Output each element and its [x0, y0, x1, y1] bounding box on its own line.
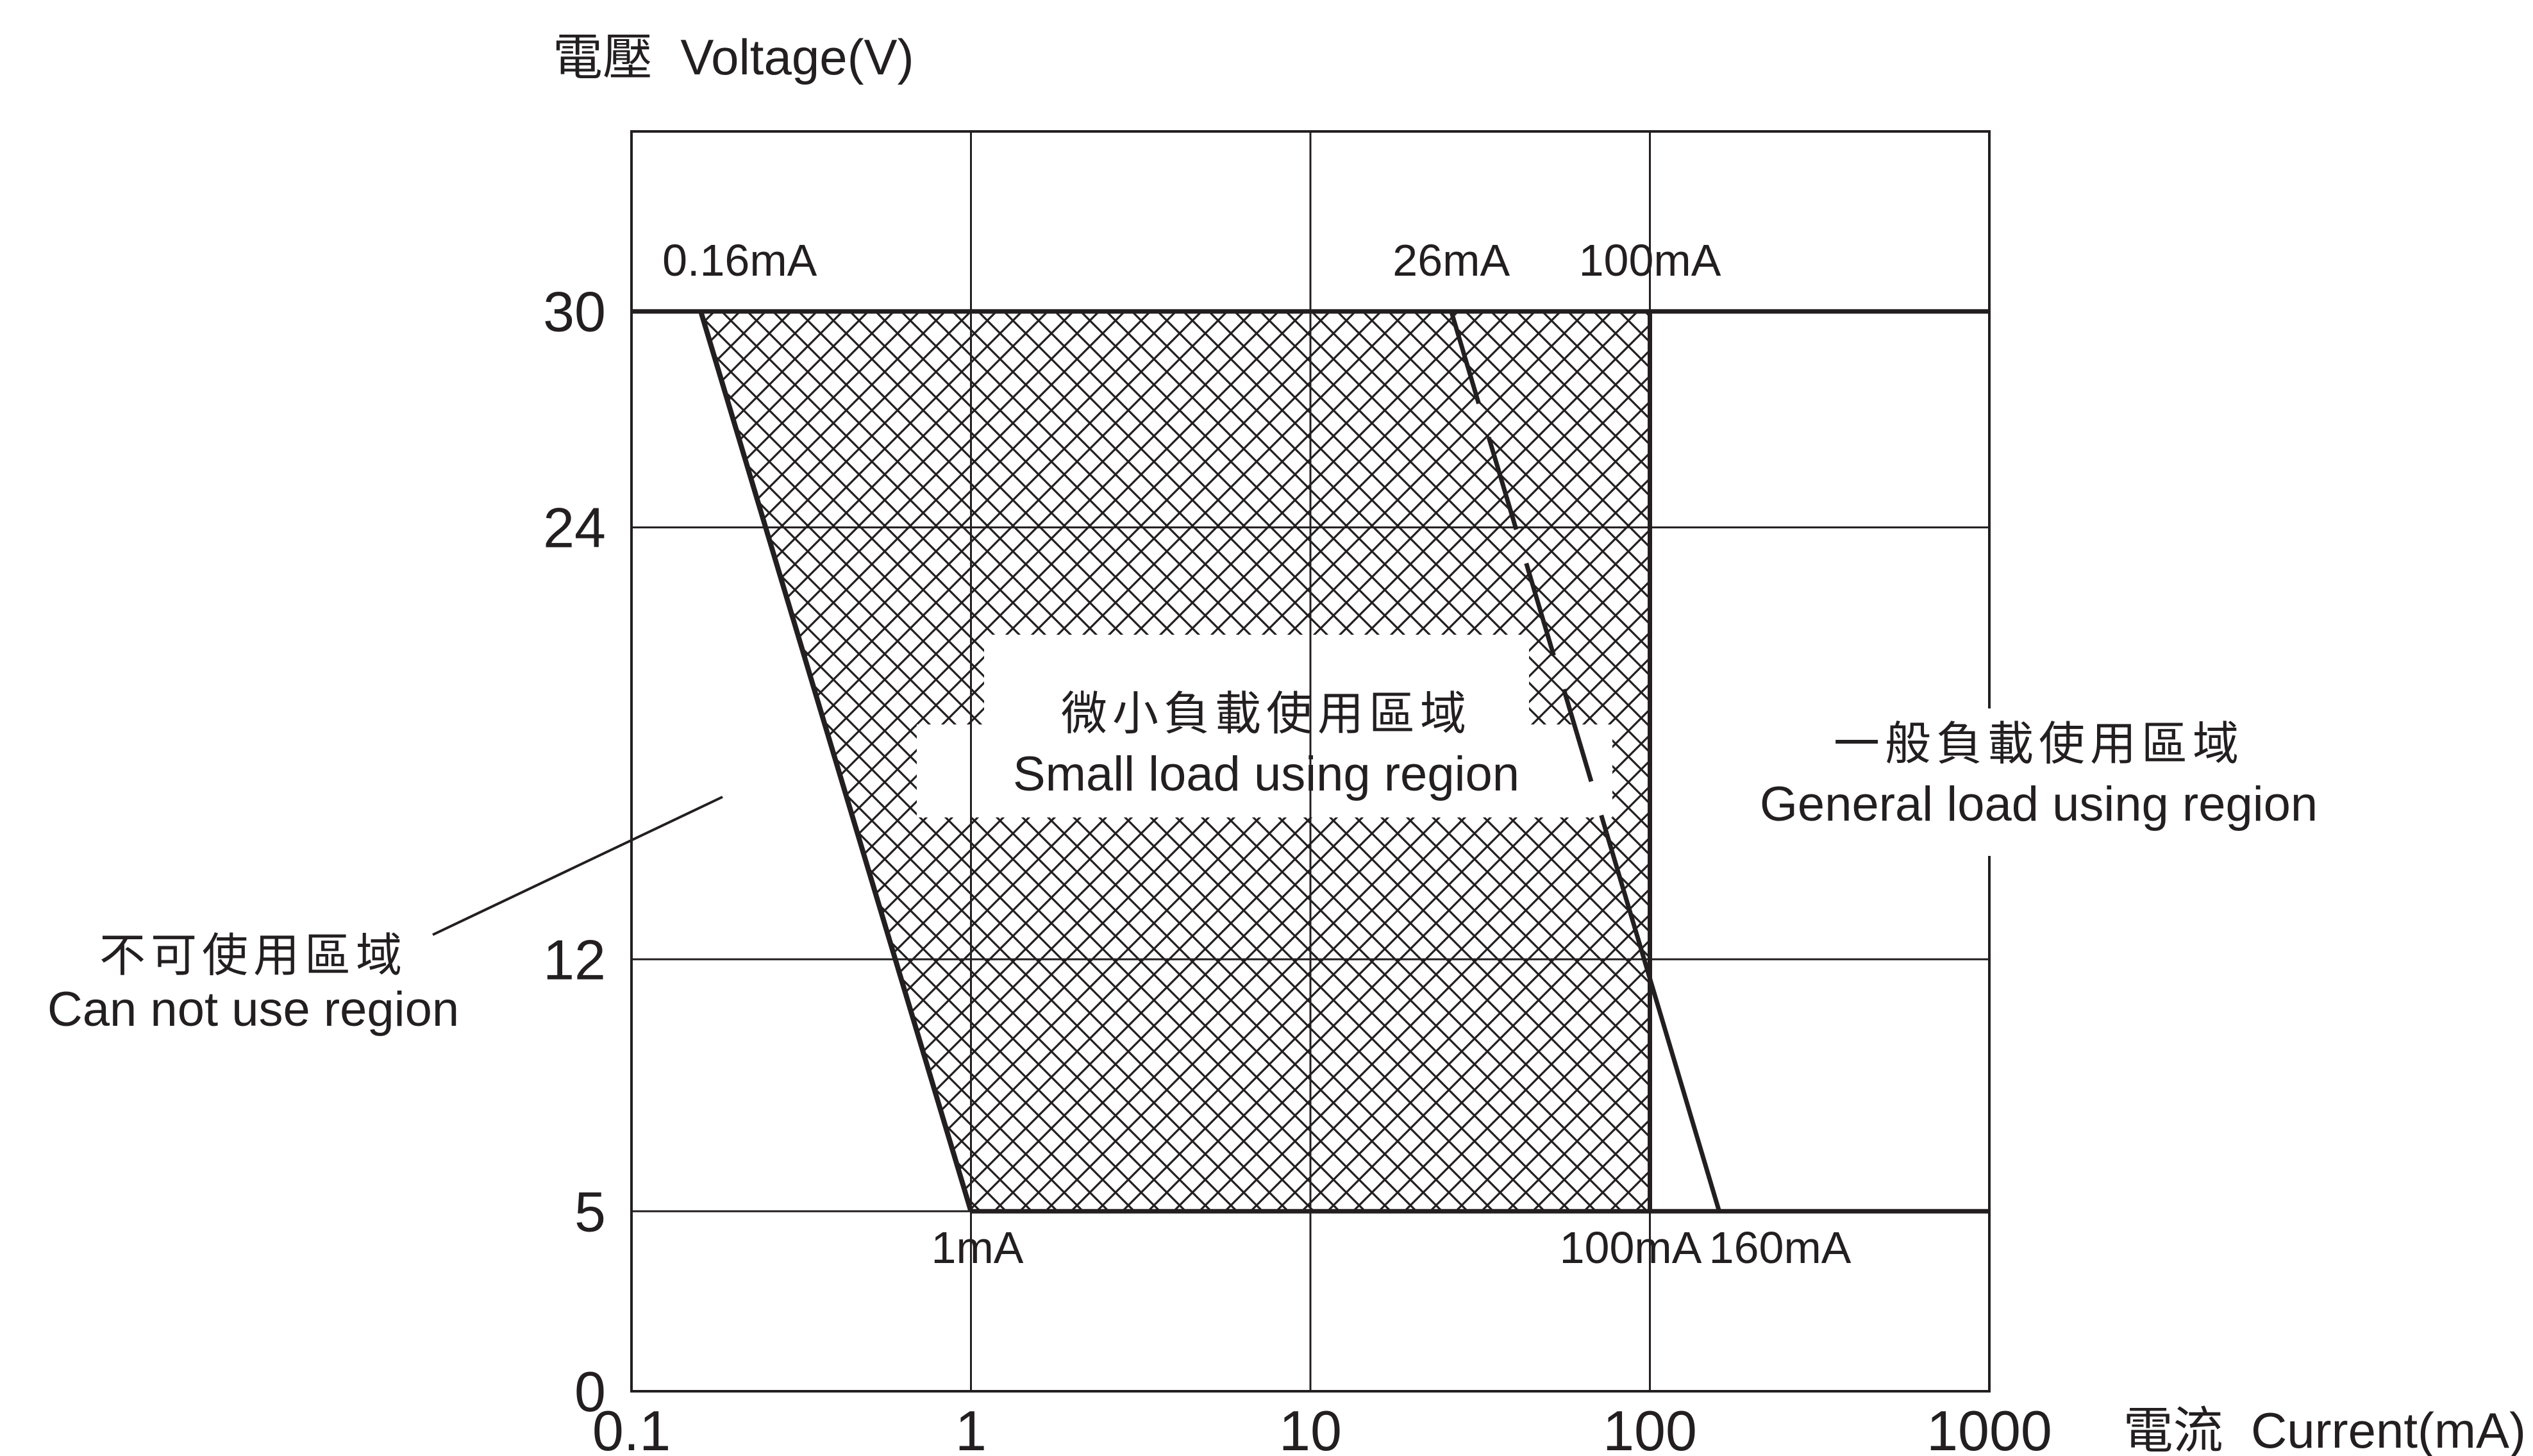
y-tick-label: 30 — [543, 280, 606, 344]
boundary-lines — [631, 309, 1989, 1214]
x-tick-label: 10 — [1279, 1399, 1342, 1456]
y-axis-title: 電壓 Voltage(V) — [553, 29, 914, 85]
annotation-top-mid: 26mA — [1392, 235, 1510, 285]
small-load-label-zh: 微小負載使用區域 — [1061, 689, 1471, 740]
x-tick-label: 0.1 — [592, 1399, 671, 1456]
y-tick-label: 0 — [574, 1360, 606, 1423]
general-load-max-line-dashed — [1449, 310, 1609, 834]
x-tick-label: 1 — [955, 1399, 987, 1456]
annotation-top-right: 100mA — [1579, 235, 1721, 285]
general-load-label-en: General load using region — [1760, 777, 2318, 832]
annotation-top-left: 0.16mA — [662, 235, 817, 285]
cannot-use-label-zh: 不可使用區域 — [99, 930, 407, 982]
x-axis-title: 電流 Current(mA) — [2123, 1402, 2526, 1456]
general-load-max-line-solid — [1604, 832, 1721, 1212]
y-tick-labels: 0 5 12 24 30 — [543, 280, 606, 1423]
y-tick-label: 12 — [543, 928, 606, 991]
annotation-bottom-left: 1mA — [932, 1223, 1024, 1273]
general-label-background — [1814, 708, 2340, 856]
y-tick-label: 24 — [543, 496, 606, 560]
min-current-line — [698, 310, 974, 1212]
y-tick-label: 5 — [574, 1180, 606, 1243]
x-tick-label: 1000 — [1927, 1399, 2052, 1456]
region-label-background — [917, 635, 1612, 817]
annotation-bottom-mid: 100mA — [1560, 1223, 1702, 1273]
x-tick-labels: 0.1 1 10 100 1000 — [592, 1399, 2052, 1456]
cannot-use-leader-line — [432, 796, 723, 936]
annotation-bottom-right: 160mA — [1709, 1223, 1852, 1273]
cannot-use-label-en: Can not use region — [47, 982, 459, 1037]
general-load-label-zh: 一般負載使用區域 — [1834, 719, 2244, 770]
small-load-label-en: Small load using region — [1013, 747, 1519, 801]
x-tick-label: 100 — [1603, 1399, 1697, 1456]
